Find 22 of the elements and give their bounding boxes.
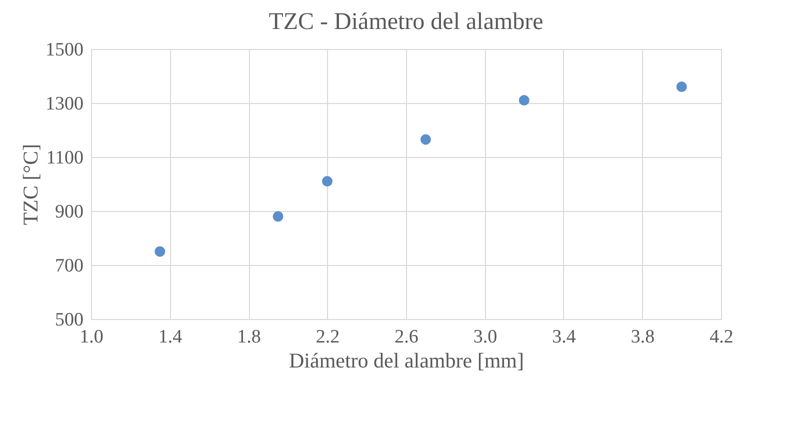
y-tick-label: 1500 xyxy=(46,40,84,60)
point xyxy=(420,134,431,145)
y-tick-label: 700 xyxy=(55,256,84,276)
x-tick-label: 4.2 xyxy=(710,326,734,348)
y-tick-label: 1100 xyxy=(46,148,84,168)
y-axis-title: TZC [°C] xyxy=(18,144,42,226)
x-tick-label: 2.6 xyxy=(394,326,418,348)
y-tick-label: 900 xyxy=(55,202,84,222)
y-tick-label: 1300 xyxy=(46,94,84,114)
point xyxy=(518,95,530,106)
point xyxy=(322,176,332,187)
point xyxy=(272,211,284,222)
x-tick-label: 1.8 xyxy=(237,326,261,348)
chart-title: TZC - Diámetro del alambre xyxy=(268,9,544,35)
point xyxy=(154,246,166,257)
x-tick-label: 2.2 xyxy=(316,326,340,348)
x-tick-label: 3.0 xyxy=(473,326,498,348)
x-tick-label: 3.8 xyxy=(630,326,655,348)
x-axis-title: Diámetro del alambre [mm] xyxy=(289,348,524,372)
point xyxy=(676,82,687,92)
x-tick-label: 3.4 xyxy=(552,326,576,348)
x-tick-label: 1.4 xyxy=(158,326,183,348)
